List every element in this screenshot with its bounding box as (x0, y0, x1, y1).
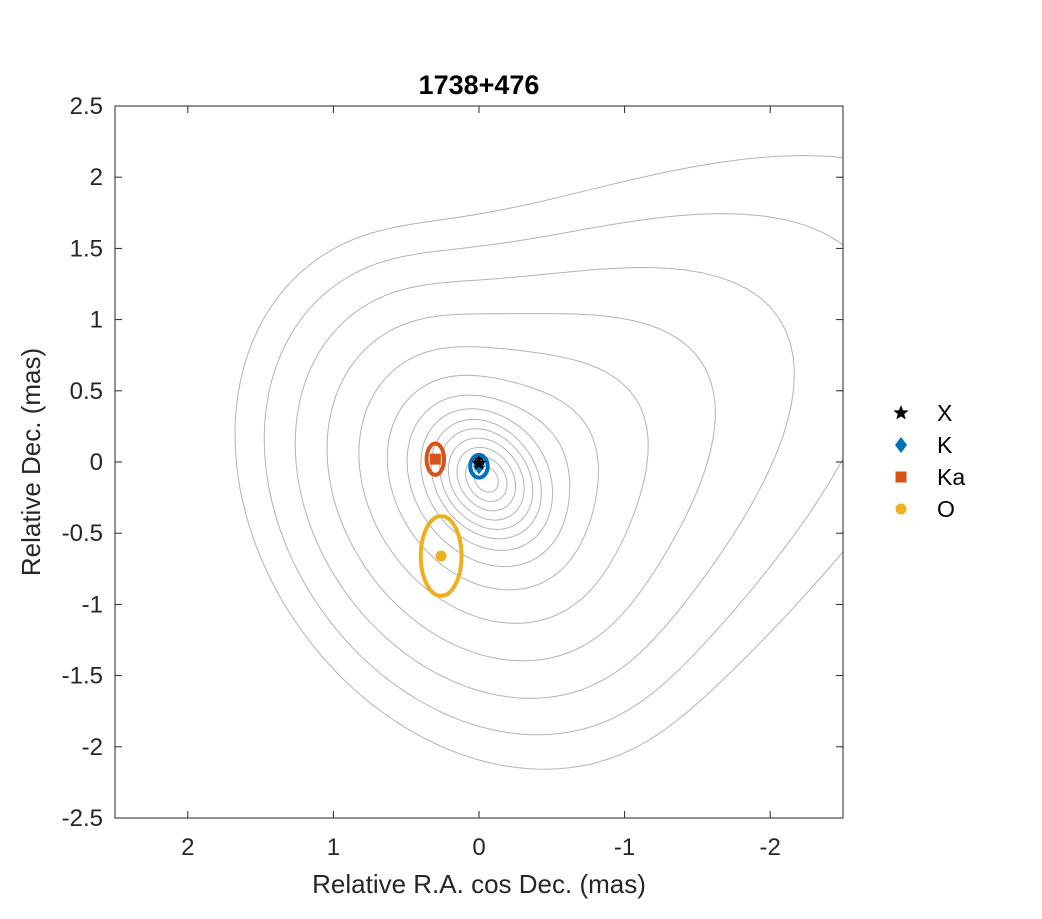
contour-line (406, 394, 571, 568)
x-axis-label: Relative R.A. cos Dec. (mas) (312, 869, 646, 899)
y-tick-label: 1.5 (70, 235, 103, 262)
y-tick-label: -2.5 (62, 805, 103, 832)
y-tick-label: 1 (90, 307, 103, 334)
error-ellipse-o (418, 514, 464, 598)
x-tick-label: 0 (472, 834, 485, 861)
legend-label: X (937, 400, 952, 426)
axis-ticks: 2 1 0 -1 -2 2.5 2 1.5 1 0.5 0 -0.5 -1 -1.5 -2 -2.5 (62, 93, 843, 861)
legend-item-x: X (893, 400, 952, 426)
legend: XK Ka O (893, 400, 965, 522)
y-tick-label: -1.5 (62, 663, 103, 690)
contour-line (294, 267, 795, 699)
contour-line (358, 346, 649, 624)
contour-line (430, 419, 542, 540)
legend-marker-o (895, 503, 907, 515)
contour-line (447, 437, 525, 521)
legend-label: K (937, 432, 953, 458)
x-tick-label: -2 (760, 834, 781, 861)
legend-item-o: O (895, 496, 955, 522)
x-tick-label: -1 (614, 834, 635, 861)
error-ellipse-k (468, 452, 490, 480)
y-tick-label: -0.5 (62, 520, 103, 547)
y-tick-label: -2 (82, 734, 103, 761)
x-tick-label: 2 (181, 834, 194, 861)
contour-line (439, 428, 534, 530)
contour-line (420, 408, 553, 551)
y-tick-label: 2.5 (70, 93, 103, 120)
y-tick-label: 0.5 (70, 378, 103, 405)
legend-label: O (937, 496, 955, 522)
legend-marker-x (893, 405, 909, 420)
data-point-ka (429, 453, 441, 465)
y-tick-label: 2 (90, 164, 103, 191)
legend-item-k: K (895, 432, 953, 458)
data-point-o (435, 550, 447, 562)
error-ellipse-ka (424, 441, 447, 477)
legend-marker-k (895, 437, 907, 453)
contour-line (386, 374, 600, 591)
y-tick-label: 0 (90, 449, 103, 476)
contour-line (263, 213, 843, 736)
y-tick-label: -1 (82, 591, 103, 618)
legend-item-ka: Ka (895, 464, 965, 490)
contour-line (456, 446, 516, 512)
legend-marker-ka (895, 471, 907, 483)
data-point-x (471, 455, 487, 470)
chart-title: 1738+476 (419, 70, 540, 100)
data-markers (429, 453, 487, 562)
x-tick-label: 1 (327, 834, 340, 861)
contour-line (326, 313, 716, 662)
y-axis-label: Relative Dec. (mas) (16, 348, 46, 576)
contour-lines (234, 154, 843, 770)
contour-line (234, 154, 843, 770)
legend-label: Ka (937, 464, 965, 490)
